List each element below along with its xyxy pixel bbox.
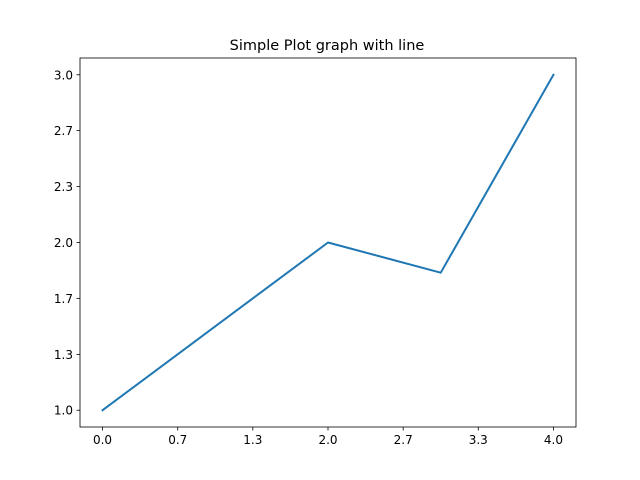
x-tick-label: 4.0 bbox=[544, 433, 563, 447]
y-tick-label: 1.0 bbox=[54, 404, 73, 418]
x-tick-label: 2.0 bbox=[318, 433, 337, 447]
y-tick-label: 1.7 bbox=[54, 292, 73, 306]
x-axis-ticks: 0.0 0.7 1.3 2.0 2.7 3.3 4.0 bbox=[93, 427, 563, 447]
x-tick-label: 0.0 bbox=[93, 433, 112, 447]
y-axis-ticks: 1.0 1.3 1.7 2.0 2.3 2.7 3.0 bbox=[54, 68, 80, 418]
x-tick-label: 0.7 bbox=[168, 433, 187, 447]
y-tick-label: 1.3 bbox=[54, 348, 73, 362]
y-tick-label: 3.0 bbox=[54, 68, 73, 82]
x-tick-label: 2.7 bbox=[394, 433, 413, 447]
x-tick-label: 1.3 bbox=[243, 433, 262, 447]
series-line bbox=[101, 73, 555, 412]
chart-title: Simple Plot graph with line bbox=[230, 38, 425, 54]
y-tick-label: 2.3 bbox=[54, 180, 73, 194]
y-tick-label: 2.0 bbox=[54, 236, 73, 250]
x-tick-label: 3.3 bbox=[469, 433, 488, 447]
series-lines bbox=[101, 73, 555, 412]
y-tick-label: 2.7 bbox=[54, 124, 73, 138]
